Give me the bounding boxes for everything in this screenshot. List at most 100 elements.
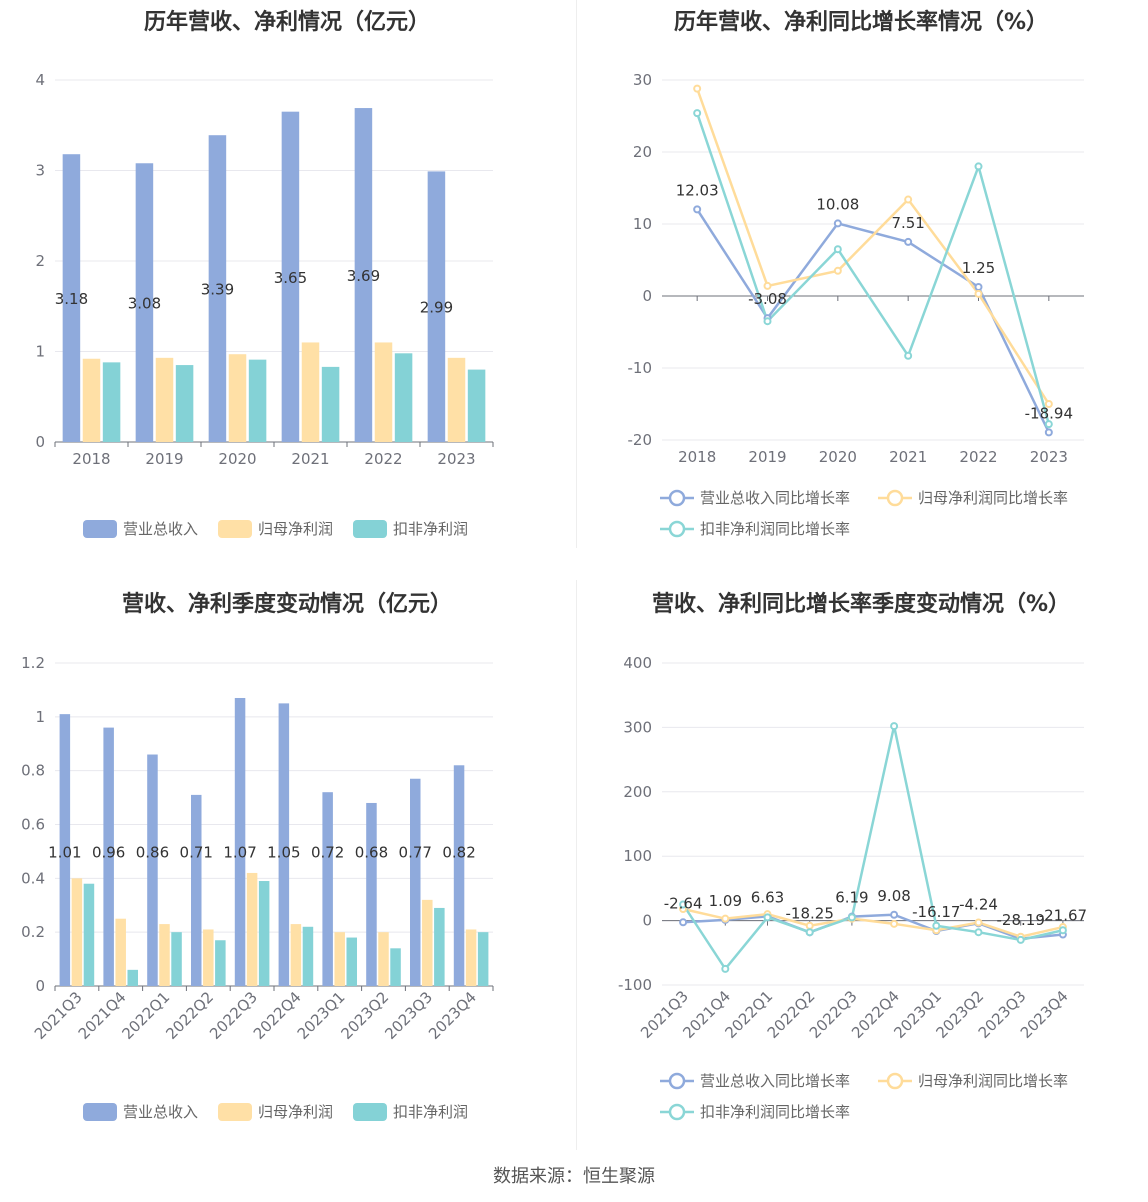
bar-revenue bbox=[62, 154, 81, 442]
series-point bbox=[679, 900, 688, 909]
legend-swatch bbox=[83, 1103, 117, 1121]
y-tick-label: 3 bbox=[35, 162, 45, 180]
data-label: 3.18 bbox=[55, 290, 88, 308]
bar-revenue bbox=[281, 111, 300, 443]
x-tick-label: 2022 bbox=[959, 448, 997, 466]
x-tick-label: 2021 bbox=[889, 448, 927, 466]
series-point bbox=[763, 281, 772, 290]
data-label: 6.63 bbox=[751, 888, 784, 906]
series-point bbox=[974, 289, 983, 298]
chart-title: 历年营收、净利情况（亿元） bbox=[143, 10, 430, 35]
bar-net-profit bbox=[71, 878, 83, 986]
series-point bbox=[833, 219, 842, 228]
data-label: 0.72 bbox=[311, 843, 344, 861]
data-source: 数据来源：恒生聚源 bbox=[493, 1166, 655, 1187]
x-tick-label: 2022Q1 bbox=[119, 988, 174, 1043]
legend-marker bbox=[886, 489, 904, 507]
series-point bbox=[974, 283, 983, 291]
y-tick-label: 0.6 bbox=[21, 816, 45, 834]
y-tick-label: 1 bbox=[35, 343, 45, 361]
bar-net-profit bbox=[159, 924, 170, 986]
bar-revenue bbox=[59, 714, 71, 986]
legend-label: 扣非净利润 bbox=[393, 520, 468, 538]
legend-label: 扣非净利润 bbox=[393, 1103, 468, 1121]
bar-net-profit bbox=[422, 899, 433, 986]
bar-deducted-profit bbox=[175, 365, 194, 442]
bar-net-profit bbox=[155, 357, 174, 442]
x-tick-label: 2023Q2 bbox=[338, 988, 393, 1043]
legend-marker bbox=[668, 489, 686, 507]
bar-net-profit bbox=[301, 342, 320, 442]
y-tick-label: 2 bbox=[35, 252, 45, 270]
series-point bbox=[721, 914, 730, 923]
bar-deducted-profit bbox=[171, 932, 182, 986]
y-tick-label: 10 bbox=[633, 215, 652, 233]
series-point bbox=[904, 237, 913, 246]
legend-label: 扣非净利润同比增长率 bbox=[700, 1103, 850, 1121]
bar-net-profit bbox=[82, 358, 101, 442]
x-tick-label: 2023Q1 bbox=[294, 988, 349, 1043]
data-label: 3.65 bbox=[274, 269, 307, 287]
bar-revenue bbox=[147, 754, 158, 986]
legend-marker bbox=[668, 520, 686, 538]
bar-revenue bbox=[234, 697, 246, 986]
bar-deducted-profit bbox=[248, 359, 267, 442]
bar-deducted-profit bbox=[346, 937, 358, 986]
series-line-revenue bbox=[683, 913, 1064, 941]
data-label: 1.25 bbox=[962, 259, 995, 277]
y-tick-label: -20 bbox=[628, 431, 653, 449]
data-label: 0.96 bbox=[92, 843, 125, 861]
data-label: 0.86 bbox=[136, 843, 169, 861]
y-tick-label: 30 bbox=[633, 71, 652, 89]
annual-growth-chart: -20 -10 0 10 20 30 2018 2019 2020 2021 2022 2023 12.… bbox=[628, 71, 1084, 538]
x-tick-label: 2021Q4 bbox=[75, 988, 130, 1043]
legend-label: 归母净利润同比增长率 bbox=[918, 1072, 1068, 1090]
bar-deducted-profit bbox=[434, 907, 445, 986]
bar-net-profit bbox=[290, 924, 302, 986]
annual-growth-panel: 历年营收、净利同比增长率情况（%） -20 -10 0 10 20 30 2018 2019 2… bbox=[574, 0, 1148, 580]
chart-title: 营收、净利季度变动情况（亿元） bbox=[121, 592, 452, 617]
quarterly-revenue-profit-chart: 00.20.40.60.811.22021Q32021Q42022Q12022Q… bbox=[21, 654, 494, 1121]
series-point bbox=[1044, 428, 1053, 437]
data-label: -3.08 bbox=[748, 290, 787, 308]
y-tick-label: -10 bbox=[628, 359, 653, 377]
series-point bbox=[974, 918, 983, 927]
series-point bbox=[693, 109, 702, 118]
bar-revenue bbox=[322, 792, 333, 986]
legend-swatch bbox=[218, 520, 252, 538]
quarterly-growth-chart: -10001002003004002021Q32021Q42022Q12022Q… bbox=[618, 654, 1087, 1121]
legend-swatch bbox=[353, 520, 387, 538]
bar-deducted-profit bbox=[83, 883, 95, 986]
x-tick-label: 2023Q4 bbox=[1017, 987, 1072, 1042]
bar-revenue bbox=[453, 765, 465, 986]
series-point bbox=[833, 266, 842, 275]
bar-net-profit bbox=[378, 932, 389, 986]
data-label: 0.71 bbox=[180, 843, 213, 861]
series-point bbox=[890, 722, 899, 731]
bottom-divider bbox=[576, 580, 577, 1150]
data-label: 1.07 bbox=[223, 843, 256, 861]
series-point bbox=[693, 84, 702, 93]
bar-deducted-profit bbox=[215, 940, 226, 986]
data-label: 0.77 bbox=[399, 843, 432, 861]
x-tick-label: 2023Q3 bbox=[381, 988, 436, 1043]
bar-revenue bbox=[103, 727, 114, 986]
legend-marker bbox=[886, 1072, 904, 1090]
y-tick-label: 20 bbox=[633, 143, 652, 161]
bar-deducted-profit bbox=[467, 369, 486, 442]
bar-deducted-profit bbox=[394, 353, 413, 442]
data-label: -28.19 bbox=[997, 911, 1045, 929]
y-tick-label: -100 bbox=[618, 976, 652, 994]
series-point bbox=[1044, 420, 1053, 429]
chart-title: 营收、净利同比增长率季度变动情况（%） bbox=[651, 592, 1071, 617]
series-point bbox=[721, 964, 730, 973]
data-label: 1.05 bbox=[267, 843, 300, 861]
series-point bbox=[679, 918, 688, 927]
series-point bbox=[833, 245, 842, 254]
series-point bbox=[1058, 926, 1067, 935]
series-point bbox=[805, 928, 814, 937]
legend-label: 营业总收入 bbox=[123, 520, 198, 538]
annual-revenue-profit-panel: 历年营收、净利情况（亿元） 0 1 2 3 4 2018 2019 2020 2021 2022 2… bbox=[0, 0, 574, 580]
legend-label: 营业总收入同比增长率 bbox=[700, 489, 850, 507]
bar-net-profit bbox=[228, 354, 247, 442]
